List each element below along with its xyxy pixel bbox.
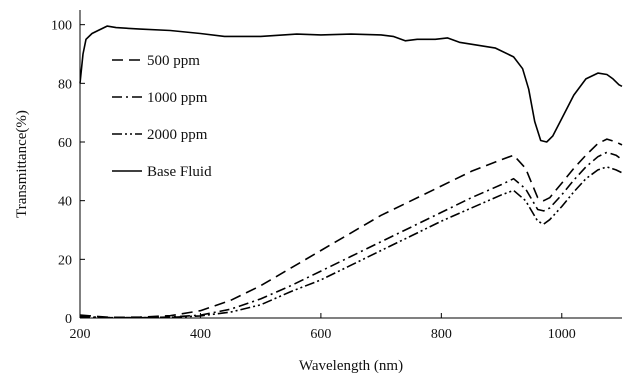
- y-tick-label: 0: [65, 312, 72, 327]
- x-tick-label: 600: [310, 327, 331, 342]
- x-tick-label: 200: [70, 327, 91, 342]
- series-line-1000-ppm: [79, 151, 623, 319]
- series-line-base-fluid: [79, 25, 623, 143]
- legend-label: Base Fluid: [147, 164, 212, 180]
- legend-label: 1000 ppm: [147, 90, 208, 106]
- x-tick-label: 1000: [548, 327, 576, 342]
- series-line-2000-ppm: [79, 166, 623, 319]
- legend-label: 2000 ppm: [147, 127, 208, 143]
- legend-label: 500 ppm: [147, 53, 200, 69]
- y-tick-label: 60: [58, 136, 72, 151]
- x-tick-label: 800: [431, 327, 452, 342]
- y-tick-label: 40: [58, 195, 72, 210]
- y-tick-label: 80: [58, 77, 72, 92]
- y-tick-label: 100: [51, 19, 72, 34]
- y-axis-title: Transmittance(%): [14, 110, 30, 218]
- y-tick-label: 20: [58, 253, 72, 268]
- axes: 0 20 40 60 80 100 200 400 600 800 1000: [51, 10, 622, 342]
- series-line-500-ppm: [79, 138, 623, 319]
- series-group: [79, 25, 623, 319]
- x-axis-title: Wavelength (nm): [299, 358, 403, 374]
- x-tick-label: 400: [190, 327, 211, 342]
- legend: 500 ppm 1000 ppm 2000 ppm Base Fluid: [112, 53, 212, 180]
